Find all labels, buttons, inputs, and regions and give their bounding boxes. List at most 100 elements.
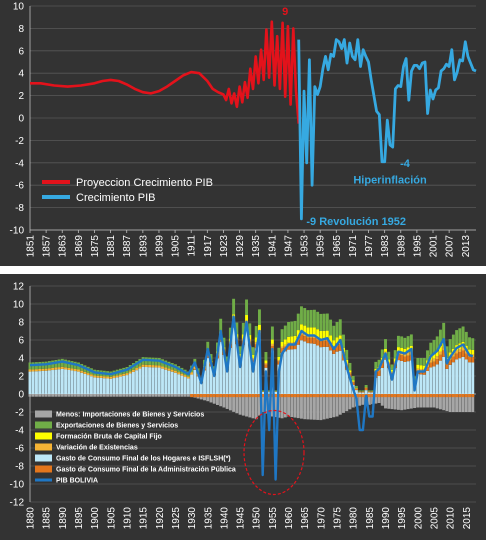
bar-consumo-publico-neg <box>267 394 271 398</box>
bar-importaciones <box>161 394 164 397</box>
bar-consumo_publico <box>448 359 452 365</box>
bar-consumo_hogares <box>293 349 297 394</box>
bar-variacion_existencias <box>254 342 258 345</box>
y-tick-label: 4 <box>18 69 24 80</box>
bar-importaciones <box>38 394 42 397</box>
bar-consumo-publico-neg <box>384 394 387 398</box>
bar-importaciones <box>51 394 55 397</box>
bar-consumo_hogares <box>106 378 110 394</box>
bar-consumo_hogares <box>241 344 245 394</box>
bar-exportaciones <box>348 362 352 371</box>
bar-importaciones <box>438 394 442 410</box>
bar-consumo_hogares <box>209 366 213 394</box>
bar-consumo_hogares <box>141 366 145 394</box>
bar-consumo_hogares <box>93 377 97 394</box>
bar-variacion_existencias <box>99 375 103 378</box>
bar-consumo_publico <box>432 361 436 367</box>
bar-consumo_hogares <box>99 377 103 394</box>
bar-formacion_capital <box>238 353 242 357</box>
y-tick-label: -10 <box>10 480 25 491</box>
bar-importaciones <box>413 394 417 409</box>
bar-variacion_existencias <box>102 376 106 379</box>
bar-consumo_hogares <box>41 370 45 394</box>
bar-consumo-publico-neg <box>312 394 316 398</box>
bar-exportaciones <box>438 329 442 346</box>
bar-exportaciones <box>300 306 303 325</box>
bar-importaciones <box>119 394 122 397</box>
bar-importaciones <box>54 394 58 397</box>
bar-importaciones <box>283 394 287 418</box>
bar-consumo-publico-neg <box>193 394 197 398</box>
bar-consumo_hogares <box>342 360 345 394</box>
bar-consumo_publico <box>290 344 294 350</box>
bar-consumo-publico-neg <box>254 394 258 398</box>
bar-importaciones <box>455 394 459 412</box>
bar-importaciones <box>296 394 300 419</box>
bar-importaciones <box>177 394 181 397</box>
bar-consumo_hogares <box>131 371 135 394</box>
bar-exportaciones <box>342 334 345 348</box>
bar-importaciones <box>180 394 184 397</box>
bar-consumo-publico-neg <box>251 394 255 398</box>
y-tick-label: -4 <box>15 158 24 169</box>
bar-consumo_hogares <box>193 369 197 394</box>
bar-consumo-publico-neg <box>203 394 206 398</box>
bar-consumo_publico <box>403 356 407 362</box>
bar-consumo_hogares <box>215 358 219 394</box>
bar-exportaciones <box>228 327 232 339</box>
bar-consumo-publico-neg <box>212 394 216 398</box>
y-tick-label: 10 <box>13 300 25 311</box>
bar-consumo_publico <box>322 340 326 347</box>
bar-consumo_hogares <box>122 375 126 394</box>
bar-consumo-publico-neg <box>196 394 200 398</box>
bar-importaciones <box>419 394 423 408</box>
bar-importaciones <box>41 394 45 397</box>
bar-variacion_existencias <box>38 368 42 372</box>
bar-consumo_hogares <box>468 362 471 394</box>
bar-consumo_hogares <box>28 371 32 394</box>
bar-importaciones <box>128 394 132 397</box>
bar-importaciones <box>303 394 307 420</box>
bar-consumo-publico-neg <box>367 394 371 398</box>
bar-importaciones <box>312 394 316 420</box>
x-tick-label: 1947 <box>283 235 294 258</box>
x-tick-label: 2013 <box>461 235 472 258</box>
bar-consumo-publico-neg <box>335 394 339 398</box>
bar-exportaciones <box>270 326 274 340</box>
bar-consumo_hogares <box>102 378 106 394</box>
bar-formacion_capital <box>245 315 248 321</box>
bar-exportaciones <box>248 323 252 336</box>
bar-variacion_existencias <box>109 376 113 379</box>
bar-consumo_publico <box>193 369 197 370</box>
bar-consumo-publico-neg <box>435 394 439 398</box>
bar-formacion_capital <box>468 349 471 355</box>
bar-consumo_publico <box>445 364 449 369</box>
bar-variacion_existencias <box>77 369 80 372</box>
bar-variacion_existencias <box>190 372 194 375</box>
chart-panel-bottom: 12 10 8 6 4 2 0 -2 -4 -6 -8 -10 -12 1880 1885 1890 1895 1… <box>0 274 486 540</box>
x-tick-label: 2007 <box>445 235 456 258</box>
bar-variacion_existencias <box>170 369 174 372</box>
bar-consumo_publico <box>206 355 210 358</box>
bar-consumo-publico-neg <box>429 394 433 398</box>
bar-formacion_capital <box>312 327 316 336</box>
bar-importaciones <box>380 394 384 406</box>
bar-importaciones <box>325 394 329 419</box>
bar-consumo-publico-neg <box>306 394 310 398</box>
x-tick-label: 1895 <box>74 507 85 530</box>
bar-importaciones <box>471 394 475 412</box>
x-tick-label: 1935 <box>251 235 262 258</box>
bar-exportaciones <box>390 364 394 370</box>
x-tick-label: 1917 <box>203 235 214 258</box>
bar-formacion_capital <box>393 358 397 362</box>
bar-consumo_hogares <box>173 372 177 394</box>
bar-consumo_hogares <box>316 345 320 394</box>
bar-formacion_capital <box>403 348 407 354</box>
bar-variacion_existencias <box>89 374 93 377</box>
bar-consumo-publico-neg <box>396 394 400 398</box>
bar-consumo-publico-neg <box>455 394 459 398</box>
bar-exportaciones <box>377 359 381 367</box>
bar-exportaciones <box>303 308 307 326</box>
bar-variacion_existencias <box>419 369 423 372</box>
bar-variacion_existencias <box>106 376 110 379</box>
